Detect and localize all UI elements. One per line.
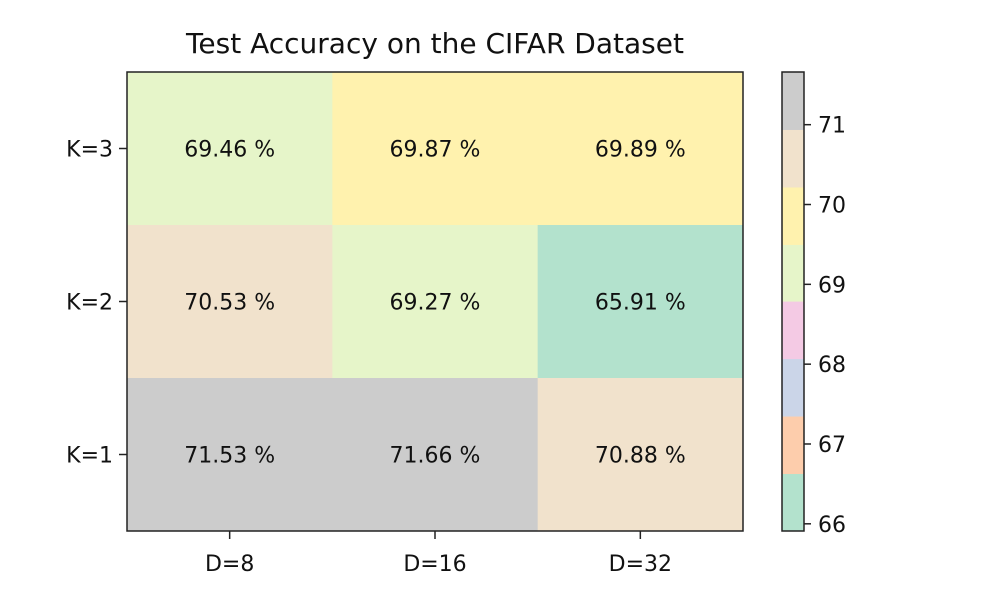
colorbar-tick-label: 67: [818, 433, 846, 458]
cell-value-label: 71.53 %: [184, 444, 275, 469]
heatmap-cell: [332, 378, 539, 532]
colorbar-band: [782, 473, 804, 532]
y-axis: K=3 K=2 K=1: [66, 138, 127, 469]
colorbar-band: [782, 186, 804, 245]
x-tick-label: D=16: [403, 552, 466, 577]
colorbar-tick-label: 69: [818, 273, 846, 298]
cell-value-label: 69.46 %: [184, 138, 275, 163]
colorbar-tick-label: 68: [818, 353, 846, 378]
heatmap-cell: [537, 378, 744, 532]
cell-value-label: 69.27 %: [390, 291, 481, 316]
heatmap-cell: [537, 72, 744, 226]
cell-value-label: 71.66 %: [390, 444, 481, 469]
heatmap-cell: [127, 378, 333, 532]
x-tick-label: D=32: [609, 552, 672, 577]
colorbar-band: [782, 129, 804, 188]
cell-value-label: 69.89 %: [595, 138, 686, 163]
colorbar-tick-label: 70: [818, 194, 846, 219]
cell-value-label: 69.87 %: [390, 138, 481, 163]
colorbar-band: [782, 416, 804, 475]
heatmap-cell: [537, 225, 744, 379]
colorbar-band: [782, 358, 804, 417]
y-tick-label: K=2: [66, 291, 113, 316]
heatmap-cell: [332, 225, 539, 379]
colorbar-tick-label: 66: [818, 513, 846, 538]
colorbar: 66 67 68 69 70 71: [781, 71, 846, 538]
colorbar-tick-label: 71: [818, 114, 846, 139]
y-tick-label: K=1: [66, 444, 113, 469]
x-axis: D=8 D=16 D=32: [205, 531, 672, 577]
heatmap-cell-labels: 69.46 % 69.87 % 69.89 % 70.53 % 69.27 % 65.91…: [184, 138, 686, 469]
heatmap-cell: [127, 72, 333, 226]
colorbar-band: [782, 244, 804, 302]
cell-value-label: 70.88 %: [595, 444, 686, 469]
heatmap-cell: [332, 72, 539, 226]
colorbar-frame: [781, 71, 805, 532]
colorbar-band: [782, 301, 804, 360]
heatmap-cells: [127, 72, 744, 532]
y-tick-label: K=3: [66, 138, 113, 163]
chart-title: Test Accuracy on the CIFAR Dataset: [185, 27, 684, 60]
cell-value-label: 70.53 %: [184, 291, 275, 316]
colorbar-band: [782, 72, 804, 130]
x-tick-label: D=8: [205, 552, 254, 577]
heatmap-cell: [127, 225, 333, 379]
cell-value-label: 65.91 %: [595, 291, 686, 316]
